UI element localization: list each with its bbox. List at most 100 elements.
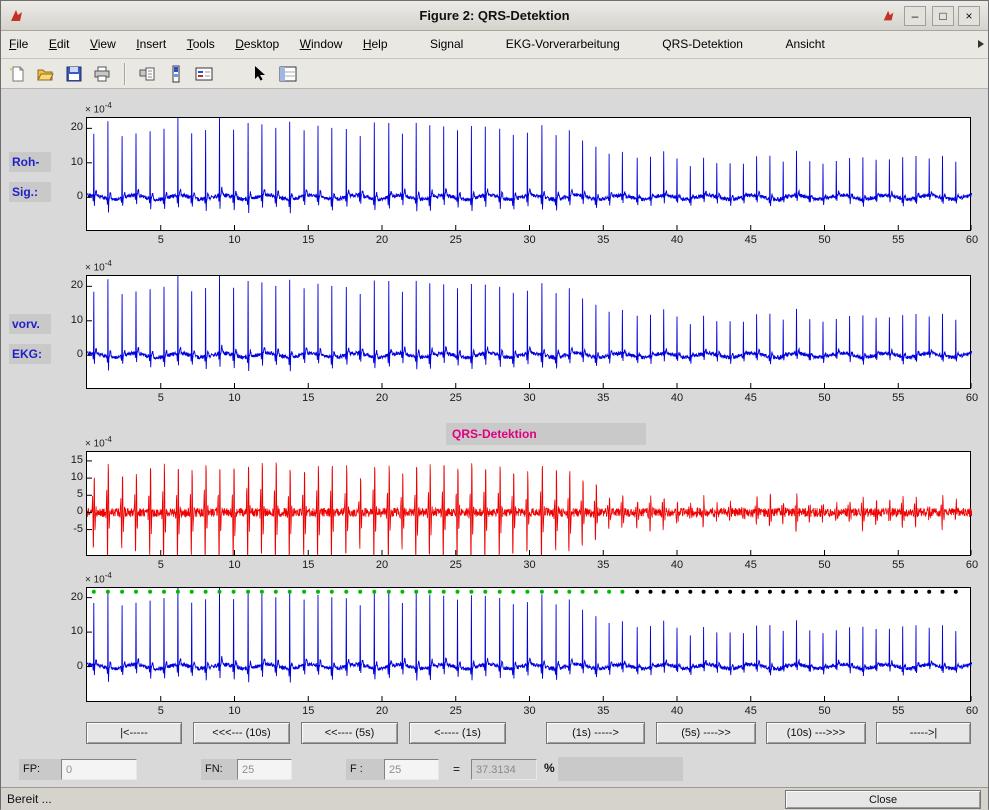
x-tick-label: 20 bbox=[375, 234, 389, 246]
y-tick-label: 15 bbox=[70, 453, 83, 466]
menu-help[interactable]: Help bbox=[362, 37, 388, 51]
missed-beat-marker bbox=[688, 589, 693, 594]
raw-signal-plot: 5 10 15 20 25 30 35 40 45 50 55 60 20 10 0 bbox=[71, 117, 978, 246]
menu-desktop[interactable]: Desktop bbox=[235, 37, 280, 51]
missed-beat-marker bbox=[728, 589, 733, 594]
toolbar bbox=[1, 59, 988, 89]
menu-ansicht[interactable]: Ansicht bbox=[785, 37, 825, 51]
y-tick-label: 10 bbox=[70, 313, 83, 326]
menu-file[interactable]: File bbox=[9, 37, 29, 51]
missed-beat-marker bbox=[767, 589, 772, 594]
fn-label: FN: bbox=[201, 759, 237, 780]
detected-beat-marker bbox=[372, 589, 377, 594]
nav-forward-1s-button[interactable]: (1s) -----> bbox=[546, 722, 645, 744]
x-tick-label: 10 bbox=[228, 234, 241, 246]
x-tick-label: 10 bbox=[228, 559, 241, 571]
menu-view[interactable]: View bbox=[89, 37, 116, 51]
nav-forward-end-button[interactable]: ----->| bbox=[876, 722, 971, 744]
menu-insert[interactable]: Insert bbox=[136, 37, 167, 51]
raw-signal-label-line2: Sig.: bbox=[9, 182, 51, 202]
minimize-button[interactable]: – bbox=[904, 6, 926, 26]
x-tick-label: 15 bbox=[302, 392, 315, 404]
save-icon[interactable] bbox=[62, 62, 86, 86]
menu-window[interactable]: Window bbox=[299, 37, 343, 51]
menu-overflow-icon[interactable] bbox=[978, 40, 984, 48]
legend-icon[interactable] bbox=[192, 62, 216, 86]
fp-input[interactable] bbox=[61, 759, 137, 780]
edit-plot-cursor-icon[interactable] bbox=[247, 62, 271, 86]
x-tick-label: 35 bbox=[597, 559, 610, 571]
x-tick-label: 40 bbox=[670, 559, 684, 571]
y-tick-label: 0 bbox=[76, 348, 83, 361]
x-tick-label: 30 bbox=[523, 705, 536, 717]
axis-exponent-label: × 10-4 bbox=[85, 435, 112, 450]
open-file-icon[interactable] bbox=[33, 62, 57, 86]
detected-beat-marker bbox=[162, 589, 166, 594]
nav-forward-5s-button[interactable]: (5s) ---->> bbox=[656, 722, 756, 744]
maximize-button[interactable]: □ bbox=[932, 6, 954, 26]
x-tick-label: 50 bbox=[818, 559, 831, 571]
x-tick-label: 35 bbox=[597, 392, 610, 404]
new-file-icon[interactable] bbox=[5, 62, 29, 86]
x-tick-label: 45 bbox=[744, 705, 757, 717]
menu-tools[interactable]: Tools bbox=[186, 37, 215, 51]
property-editor-icon[interactable] bbox=[276, 62, 300, 86]
equals-sign: = bbox=[453, 762, 461, 776]
detected-beat-marker bbox=[539, 589, 544, 594]
nav-rewind-start-button[interactable]: |<----- bbox=[86, 722, 182, 744]
qrs-detection-plot-title: QRS-Detektion bbox=[446, 423, 646, 445]
detected-beat-marker bbox=[441, 589, 446, 594]
x-tick-label: 40 bbox=[670, 392, 684, 404]
x-tick-label: 15 bbox=[302, 559, 315, 571]
x-tick-label: 55 bbox=[892, 392, 905, 404]
x-tick-label: 55 bbox=[892, 234, 905, 246]
missed-beat-marker bbox=[887, 589, 892, 594]
detected-beat-marker bbox=[175, 589, 180, 594]
f-input[interactable] bbox=[384, 759, 439, 780]
x-tick-label: 10 bbox=[228, 392, 241, 404]
detected-beat-marker bbox=[386, 589, 391, 594]
menu-bar: File Edit View Insert Tools Desktop Wind… bbox=[1, 31, 988, 59]
nav-forward-10s-button[interactable]: (10s) --->>> bbox=[766, 722, 866, 744]
x-tick-label: 60 bbox=[965, 392, 979, 404]
menu-qrs-detektion[interactable]: QRS-Detektion bbox=[662, 37, 743, 51]
detected-beat-marker bbox=[189, 589, 194, 594]
menu-ekg-vorverarbeitung[interactable]: EKG-Vorverarbeitung bbox=[505, 37, 620, 51]
x-tick-label: 55 bbox=[892, 705, 905, 717]
detected-beat-marker bbox=[358, 589, 363, 594]
close-window-button[interactable]: × bbox=[958, 6, 980, 26]
missed-beat-marker bbox=[874, 589, 879, 594]
missed-beat-marker bbox=[714, 589, 719, 594]
menu-edit[interactable]: Edit bbox=[48, 37, 70, 51]
missed-beat-marker bbox=[781, 589, 786, 594]
raw-signal-trace bbox=[87, 118, 972, 230]
nav-back-10s-button[interactable]: <<<--- (10s) bbox=[193, 722, 290, 744]
fn-input[interactable] bbox=[237, 759, 292, 780]
y-tick-label: 0 bbox=[76, 505, 83, 518]
status-bar: Bereit ... Close bbox=[1, 787, 988, 810]
detected-beat-marker bbox=[203, 589, 208, 594]
detected-beat-marker bbox=[483, 589, 488, 594]
x-tick-label: 60 bbox=[965, 234, 979, 246]
window-title: Figure 2: QRS-Detektion bbox=[419, 8, 570, 23]
detected-beat-marker bbox=[400, 589, 405, 594]
print-preview-icon[interactable] bbox=[135, 62, 159, 86]
close-button[interactable]: Close bbox=[785, 790, 981, 809]
detected-beat-marker bbox=[148, 589, 153, 594]
x-tick-label: 40 bbox=[670, 234, 684, 246]
y-tick-label: 20 bbox=[70, 279, 83, 292]
x-tick-label: 45 bbox=[744, 234, 757, 246]
x-tick-label: 25 bbox=[449, 392, 462, 404]
detected-beat-marker bbox=[120, 589, 125, 594]
nav-back-5s-button[interactable]: <<---- (5s) bbox=[301, 722, 398, 744]
missed-beat-marker bbox=[914, 589, 918, 594]
detected-beat-marker bbox=[246, 589, 251, 594]
missed-beat-marker bbox=[701, 589, 706, 594]
colorbar-icon[interactable] bbox=[164, 62, 188, 86]
nav-back-1s-button[interactable]: <----- (1s) bbox=[409, 722, 506, 744]
detected-beat-marker bbox=[231, 589, 236, 594]
print-icon[interactable] bbox=[90, 62, 114, 86]
menu-signal[interactable]: Signal bbox=[429, 37, 464, 51]
detected-beat-marker bbox=[607, 589, 612, 594]
x-tick-label: 25 bbox=[449, 234, 462, 246]
